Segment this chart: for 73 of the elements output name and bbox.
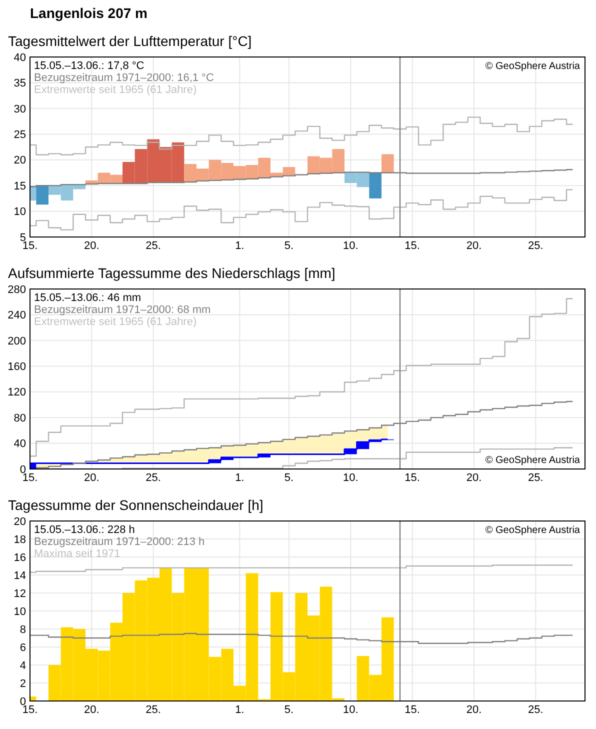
x-tick-label: 5. [284,240,294,252]
y-tick-label: 240 [8,310,26,322]
annotation: 15.05.–13.06.: 46 mm [34,292,142,304]
y-tick-label: 200 [8,335,26,348]
bar [369,172,382,198]
annotation: © GeoSphere Austria [485,455,580,466]
y-tick-label: 160 [8,360,26,373]
y-tick-label: 18 [14,534,26,546]
x-tick-label: 15. [404,472,420,484]
y-tick-label: 16 [14,552,26,564]
y-tick-label: 10 [14,606,26,618]
y-tick-label: 40 [14,438,26,450]
annotation: Maxima seit 1971 [34,548,120,560]
annotation: Bezugszeitraum 1971–2000: 68 mm [34,304,211,316]
annotation: © GeoSphere Austria [485,525,580,536]
x-tick-label: 15. [404,240,420,252]
x-tick-label: 25. [528,240,544,252]
annotation: Bezugszeitraum 1971–2000: 16,1 °C [34,72,214,84]
x-tick-label: 20. [466,472,482,484]
y-tick-label: 35 [14,78,26,90]
bar [382,154,394,173]
y-tick-label: 25 [14,128,26,141]
chart-title: Tagessumme der Sonnenscheindauer [h] [8,497,264,513]
y-tick-label: 4 [20,660,26,672]
bar [221,457,234,460]
x-tick-label: 5. [284,704,294,716]
x-tick-label: 25. [528,472,544,484]
x-tick-label: 10. [343,704,358,716]
bar [344,449,357,454]
x-tick-label: 25. [146,240,161,252]
y-tick-label: 14 [14,570,26,582]
chart-subtitle: Tagesmittelwert der Lufttemperatur [°C] [8,33,252,49]
y-tick-label: 30 [14,103,26,116]
y-tick-label: 10 [14,206,26,218]
y-tick-label: 120 [8,386,26,399]
x-tick-label: 1. [235,240,244,252]
annotation: Extremwerte seit 1965 (61 Jahre) [34,316,197,328]
chart-title: Langenlois 207 m [30,5,148,21]
x-tick-label: 10. [343,472,358,484]
x-tick-label: 20. [466,240,482,252]
annotation: 15.05.–13.06.: 17,8 °C [34,60,144,72]
x-tick-label: 25. [146,472,161,484]
x-tick-label: 25. [528,704,544,716]
y-tick-label: 15 [14,180,26,192]
y-tick-label: 8 [20,624,26,636]
y-tick-label: 12 [14,588,26,600]
annotation: © GeoSphere Austria [485,61,580,72]
y-tick-label: 2 [20,678,26,690]
x-tick-label: 15. [22,240,38,252]
y-tick-label: 80 [14,412,26,424]
x-tick-label: 15. [404,704,420,716]
x-tick-label: 20. [466,704,482,716]
bar [258,454,270,458]
x-tick-label: 5. [284,472,294,484]
annotation: 15.05.–13.06.: 228 h [34,524,135,536]
y-tick-label: 20 [14,154,26,167]
chart-title: Aufsummierte Tagessumme des Niederschlags [mm] [8,265,336,281]
x-tick-label: 20. [84,472,100,484]
x-tick-label: 20. [84,240,100,252]
x-tick-label: 25. [146,704,161,716]
y-tick-label: 20 [14,516,26,528]
annotation: Extremwerte seit 1965 (61 Jahre) [34,84,197,96]
x-tick-label: 15. [22,704,38,716]
x-tick-label: 1. [235,704,244,716]
x-tick-label: 10. [343,240,358,252]
y-tick-label: 40 [14,52,26,64]
x-tick-label: 1. [235,472,244,484]
annotation: Bezugszeitraum 1971–2000: 213 h [34,536,205,548]
y-tick-label: 280 [8,284,26,296]
bar [356,442,370,450]
x-tick-label: 20. [84,704,100,716]
x-tick-label: 15. [22,472,38,484]
y-tick-label: 6 [20,642,26,654]
